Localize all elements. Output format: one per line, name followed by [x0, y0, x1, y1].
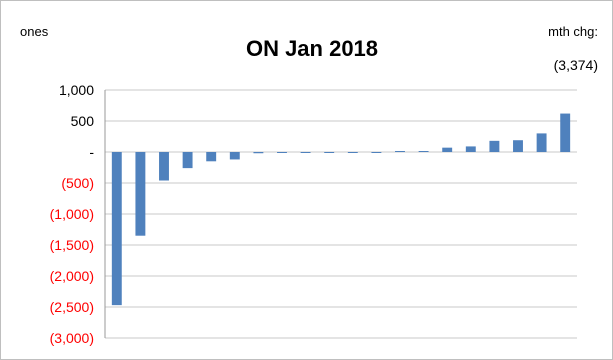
bar: [489, 140, 500, 152]
bar: [159, 152, 169, 181]
bar: [371, 152, 382, 153]
bar: [182, 152, 193, 169]
bars: [111, 113, 571, 306]
y-tick-label: (500): [61, 175, 94, 191]
bar: [442, 147, 453, 152]
chart-title: ON Jan 2018: [246, 36, 378, 61]
bar: [324, 152, 335, 153]
bar: [395, 151, 405, 152]
bar: [465, 146, 476, 152]
bar: [135, 152, 146, 236]
bar: [536, 133, 547, 152]
bar: [206, 152, 217, 162]
y-tick-label: (1,000): [50, 206, 94, 222]
bar: [111, 152, 122, 306]
bar: [513, 140, 523, 152]
bar: [300, 152, 311, 153]
bar: [347, 152, 358, 153]
bar: [229, 152, 240, 160]
y-axis-tick-labels: 1,000 500 - (500) (1,000) (1,500) (2,000) (2,50…: [50, 82, 95, 346]
bar: [253, 152, 264, 154]
bar: [277, 152, 287, 153]
month-change-label: mth chg:: [548, 24, 598, 39]
y-tick-label: -: [89, 144, 94, 160]
y-tick-label: (3,000): [50, 330, 94, 346]
y-tick-label: 1,000: [59, 82, 94, 98]
y-tick-label: (2,000): [50, 268, 94, 284]
unit-label: ones: [20, 24, 49, 39]
bar: [418, 151, 429, 152]
month-change-value: (3,374): [554, 57, 598, 73]
gridlines: [105, 89, 577, 339]
y-tick-label: (2,500): [50, 299, 94, 315]
y-tick-label: 500: [71, 113, 95, 129]
bar: [560, 113, 571, 152]
y-tick-label: (1,500): [50, 237, 94, 253]
